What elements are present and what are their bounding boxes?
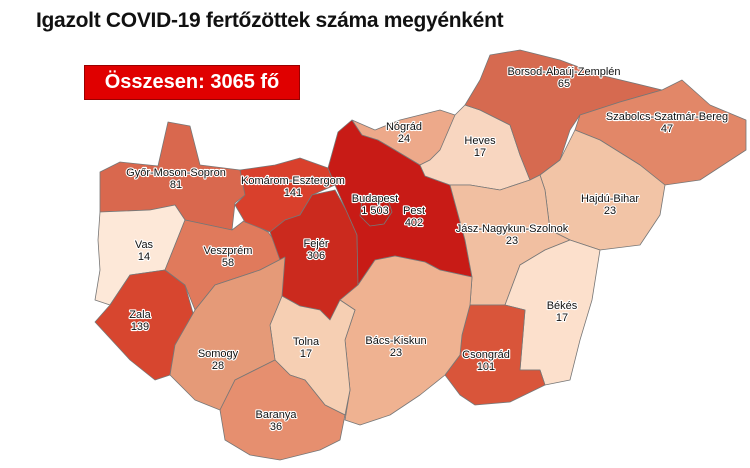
county-value-label: 17 — [556, 312, 568, 324]
county-name-label: Békés — [547, 300, 578, 312]
map-title: Igazolt COVID-19 fertőzöttek száma megyé… — [36, 9, 504, 32]
county-value-label: 47 — [661, 123, 673, 135]
county-name-label: Heves — [464, 135, 496, 147]
county-name-label: Somogy — [198, 348, 239, 360]
total-cases-badge: Összesen: 3065 fő — [84, 65, 300, 100]
county-name-label: Bács-Kiskun — [365, 335, 426, 347]
county-value-label: 58 — [222, 257, 234, 269]
county-name-label: Szabolcs-Szatmár-Bereg — [606, 111, 728, 123]
county-value-label: 65 — [558, 78, 570, 90]
county-value-label: 23 — [506, 235, 518, 247]
county-value-label: 17 — [300, 348, 312, 360]
county-value-label: 81 — [170, 179, 182, 191]
county-value-label: 141 — [284, 187, 302, 199]
county-value-label: 101 — [477, 361, 495, 373]
county-name-label: Vas — [135, 239, 154, 251]
county-value-label: 306 — [307, 250, 325, 262]
county-baranya — [219, 359, 346, 461]
county-name-label: Budapest — [352, 193, 398, 205]
county-value-label: 1 503 — [361, 205, 389, 217]
county-name-label: Pest — [403, 205, 425, 217]
county-value-label: 24 — [398, 133, 410, 145]
county-name-label: Zala — [129, 309, 151, 321]
county-name-label: Jász-Nagykun-Szolnok — [456, 223, 569, 235]
county-budapest — [359, 194, 393, 227]
county-value-label: 17 — [474, 147, 486, 159]
county-value-label: 23 — [604, 205, 616, 217]
county-name-label: Veszprém — [204, 245, 253, 257]
county-name-label: Győr-Moson-Sopron — [126, 167, 226, 179]
county-value-label: 36 — [270, 421, 282, 433]
county-name-label: Nógrád — [386, 121, 422, 133]
county-name-label: Hajdú-Bihar — [581, 193, 639, 205]
county-value-label: 14 — [138, 251, 150, 263]
county-name-label: Borsod-Abaúj-Zemplén — [507, 66, 620, 78]
county-value-label: 28 — [212, 360, 224, 372]
county-name-label: Baranya — [256, 409, 298, 421]
county-name-label: Csongrád — [462, 349, 510, 361]
county-name-label: Komárom-Esztergom — [241, 175, 345, 187]
county-value-label: 23 — [390, 347, 402, 359]
county-name-label: Tolna — [293, 336, 320, 348]
county-name-label: Fejér — [303, 238, 328, 250]
county-value-label: 139 — [131, 321, 149, 333]
county-value-label: 402 — [405, 217, 423, 229]
